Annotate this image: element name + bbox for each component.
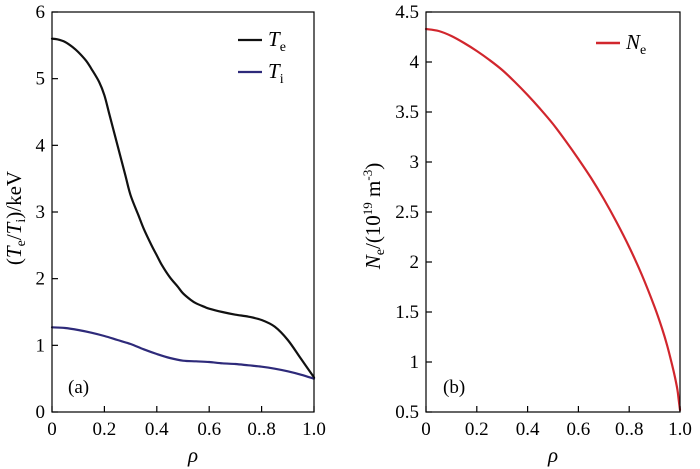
panel-b-ytick-label: 2.5 [395, 202, 419, 223]
legend-label-te: Te [268, 27, 286, 55]
chart-panel-a: 0 0.2 0.4 0.6 0..8 1.0 0 1 2 3 4 5 6 (a) ρ (Te/Ti)/k… [2, 2, 326, 467]
panel-b-ytick-label: 1.5 [395, 302, 419, 323]
panel-b-ytick-label: 1 [410, 352, 420, 373]
panel-a-label: (a) [68, 377, 89, 398]
panel-b-ytick-label: 3.5 [395, 102, 419, 123]
panel-a-legend: Te Ti [238, 27, 286, 87]
panel-b-ylabel: Ne/(1019 m-3) [360, 163, 388, 271]
chart-panel-b: 0 0.2 0.4 0.6 0..8 1.0 0.5 1 1.5 2 2.5 3 3.5 4 4.5 (b)… [360, 2, 692, 467]
panel-a-ytick-label: 4 [36, 135, 46, 156]
panel-b-xlabel: ρ [547, 443, 558, 467]
panel-a-ytick-label: 0 [36, 402, 46, 423]
panel-b-ytick-label: 4 [410, 52, 420, 73]
panel-a-lines [50, 37, 316, 380]
panel-a-ytick-label: 6 [36, 2, 46, 23]
legend-label-ti: Ti [268, 59, 284, 87]
panel-a-ytick-label: 3 [36, 202, 46, 223]
panel-a-xtick-label: 1.0 [302, 419, 326, 440]
series-line-te [50, 37, 316, 379]
series-line-ti [50, 326, 316, 380]
panel-a-ytick-label: 1 [36, 335, 46, 356]
panel-b-frame [425, 11, 681, 413]
panel-a-xtick-label: 0.4 [145, 419, 169, 440]
panel-a-xlabel: ρ [187, 443, 198, 467]
panel-a-xtick-label: 0 [47, 419, 57, 440]
panel-b-ytick-label: 2 [410, 252, 420, 273]
panel-b-label: (b) [443, 377, 465, 398]
panel-b-ticks: 0 0.2 0.4 0.6 0..8 1.0 0.5 1 1.5 2 2.5 3 3.5 4 4.5 [395, 2, 692, 440]
panel-a-xtick-label: 0.2 [93, 419, 117, 440]
panel-a-xtick-label: 0..8 [247, 419, 276, 440]
panel-a-ytick-label: 5 [36, 69, 46, 90]
panel-b-ytick-label: 0.5 [395, 402, 419, 423]
panel-a-ticks: 0 0.2 0.4 0.6 0..8 1.0 0 1 2 3 4 5 6 [36, 2, 326, 440]
panel-b-xtick-label: 0.4 [516, 419, 540, 440]
panel-b-xtick-label: 0.2 [465, 419, 489, 440]
panel-b-xtick-label: 0..8 [615, 419, 644, 440]
panel-a-ylabel: (Te/Ti)/keV [2, 171, 29, 265]
panel-b-xtick-label: 0 [421, 419, 431, 440]
panel-b-lines [424, 27, 682, 412]
panel-b-ytick-label: 3 [410, 152, 420, 173]
panel-a-ytick-label: 2 [36, 269, 46, 290]
panel-b-xtick-label: 0.6 [567, 419, 591, 440]
legend-label-ne: Ne [625, 30, 646, 58]
series-line-ne [424, 27, 682, 412]
panel-b-ytick-label: 4.5 [395, 2, 419, 23]
panel-b-xtick-label: 1.0 [668, 419, 692, 440]
panel-b-legend: Ne [596, 30, 646, 58]
panel-a-xtick-label: 0.6 [197, 419, 221, 440]
